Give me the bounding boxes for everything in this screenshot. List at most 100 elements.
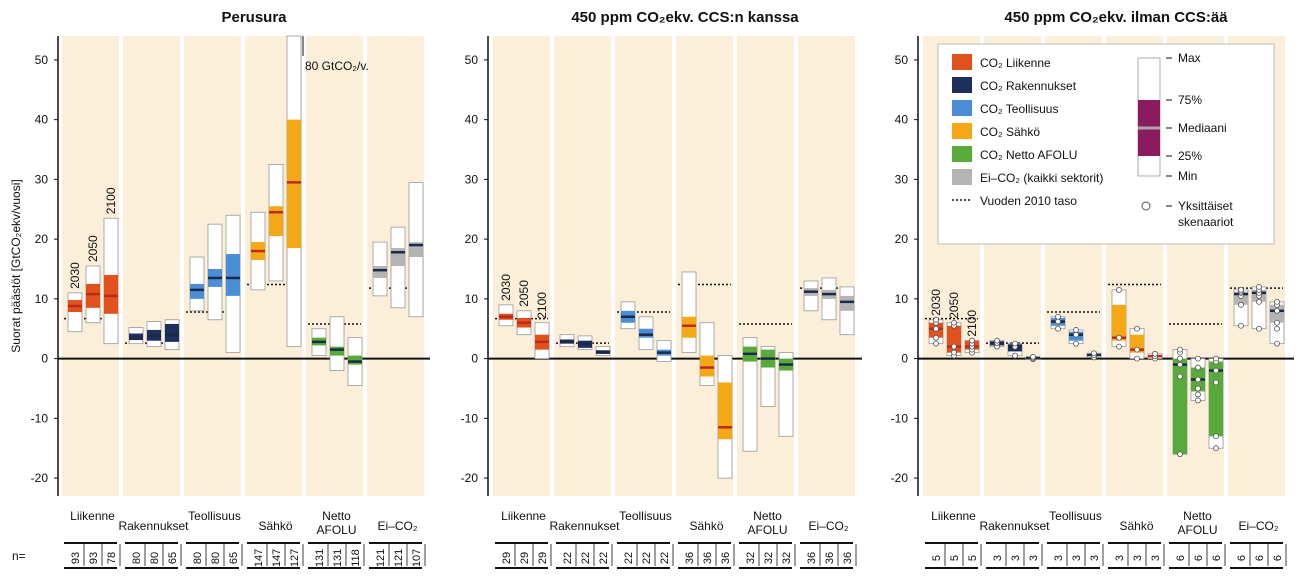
n-value: 5 xyxy=(949,555,961,561)
year-label: 2030 xyxy=(929,289,943,316)
panel-title: 450 ppm CO₂ekv. CCS:n kanssa xyxy=(571,9,799,26)
n-value: 3 xyxy=(992,555,1004,561)
category-band xyxy=(798,36,855,496)
n-value: 121 xyxy=(393,549,405,567)
category-label: Rakennukset xyxy=(979,519,1050,533)
iqr-box xyxy=(1112,304,1126,341)
iqr-box xyxy=(165,323,179,342)
range-box xyxy=(329,316,345,371)
scenario-point xyxy=(1055,318,1061,325)
scenario-point xyxy=(1195,355,1201,362)
n-value: 80 xyxy=(149,552,161,564)
category-label: Liikenne xyxy=(501,509,546,523)
n-value: 118 xyxy=(350,549,362,567)
panel-title: 450 ppm CO₂ekv. ilman CCS:ää xyxy=(1004,9,1228,26)
legend-point-symbol xyxy=(1141,201,1151,211)
scenario-point xyxy=(1177,355,1183,362)
scenario-point xyxy=(933,316,939,323)
legend: CO₂ Liikenne CO₂ Rakennukset CO₂ Teollisuu… xyxy=(937,43,1275,245)
iqr-box xyxy=(840,295,854,311)
iqr-box xyxy=(639,328,653,338)
category-s-hk-: 36 36 36 Sähkö xyxy=(678,271,735,569)
scenario-point xyxy=(933,334,939,341)
y-tick-label: 20 xyxy=(35,232,49,246)
category-band xyxy=(123,36,180,496)
range-box xyxy=(778,352,794,437)
n-value: 6 xyxy=(1211,555,1223,561)
scenario-point xyxy=(1213,355,1219,362)
category-label: Ei–CO₂ xyxy=(808,519,848,533)
category-band xyxy=(493,36,550,496)
scenario-point xyxy=(994,337,1000,344)
category-rakennukset: 80 80 65 Rakennukset xyxy=(118,319,189,569)
scenario-point xyxy=(1238,286,1244,293)
n-value: 22 xyxy=(659,552,671,564)
n-value: 3 xyxy=(1132,555,1144,561)
y-tick-label: 50 xyxy=(895,53,909,67)
panel-title: Perusura xyxy=(221,9,287,26)
category-label: Sähkö xyxy=(689,519,723,533)
scenario-point xyxy=(1195,376,1201,383)
scenario-point xyxy=(1177,346,1183,353)
category-label: Teollisuus xyxy=(188,509,241,523)
n-value: 36 xyxy=(824,552,836,564)
legend-item-label: CO₂ Netto AFOLU xyxy=(980,148,1077,162)
scenario-point xyxy=(1274,307,1280,314)
iqr-box xyxy=(391,248,405,266)
legend-swatch xyxy=(952,77,972,93)
n-value: 93 xyxy=(70,552,82,564)
n-value: 3 xyxy=(1150,555,1162,561)
n-value: 36 xyxy=(720,552,732,564)
iqr-box xyxy=(190,283,204,299)
iqr-box xyxy=(104,274,118,314)
n-value: 131 xyxy=(314,549,326,567)
scenario-point xyxy=(1055,325,1061,332)
n-value: 32 xyxy=(781,552,793,564)
scenario-point xyxy=(1073,331,1079,338)
n-value: 107 xyxy=(411,549,423,567)
scenario-point xyxy=(1213,367,1219,374)
category-label: Sähkö xyxy=(258,519,292,533)
y-tick-label: 10 xyxy=(35,292,49,306)
n-value: 93 xyxy=(88,552,100,564)
y-tick-label: 0 xyxy=(901,352,908,366)
y-tick-label: 40 xyxy=(895,113,909,127)
n-value: 3 xyxy=(1010,555,1022,561)
y-tick-label: 50 xyxy=(35,53,49,67)
scenario-point xyxy=(1238,322,1244,329)
year-label: 2100 xyxy=(104,187,118,214)
legend-item-label: Ei–CO₂ (kaikki sektorit) xyxy=(980,171,1103,185)
category-liikenne: 29 29 29 2030 2050 2100 Liikenne xyxy=(495,274,552,569)
scenario-point xyxy=(1195,397,1201,404)
scenario-point xyxy=(1134,346,1140,353)
iqr-box xyxy=(226,254,240,296)
y-tick-label: 40 xyxy=(35,113,49,127)
category-band xyxy=(615,36,672,496)
scenario-point xyxy=(1177,361,1183,368)
legend-item-label: CO₂ Sähkö xyxy=(980,125,1040,139)
iqr-box xyxy=(700,355,714,377)
legend-point-label-2: skenaariot xyxy=(1178,215,1234,229)
year-label: 2030 xyxy=(68,262,82,289)
y-tick-label: -10 xyxy=(891,411,909,425)
scenario-point xyxy=(1116,286,1122,293)
n-value: 3 xyxy=(1071,555,1083,561)
scenario-point xyxy=(951,319,957,326)
scenario-point xyxy=(1256,325,1262,332)
n-value: 131 xyxy=(332,549,344,567)
n-value: 22 xyxy=(641,552,653,564)
scenario-point xyxy=(1256,298,1262,305)
n-value: 32 xyxy=(745,552,757,564)
n-value: 6 xyxy=(1254,555,1266,561)
year-label: 2050 xyxy=(517,280,531,307)
scenario-point xyxy=(1213,379,1219,386)
category-label: Sähkö xyxy=(1119,519,1153,533)
n-value: 29 xyxy=(519,552,531,564)
n-value: 65 xyxy=(167,552,179,564)
iqr-box xyxy=(1173,358,1187,455)
category-liikenne: 93 93 78 2030 2050 2100 Liikenne xyxy=(64,187,121,569)
